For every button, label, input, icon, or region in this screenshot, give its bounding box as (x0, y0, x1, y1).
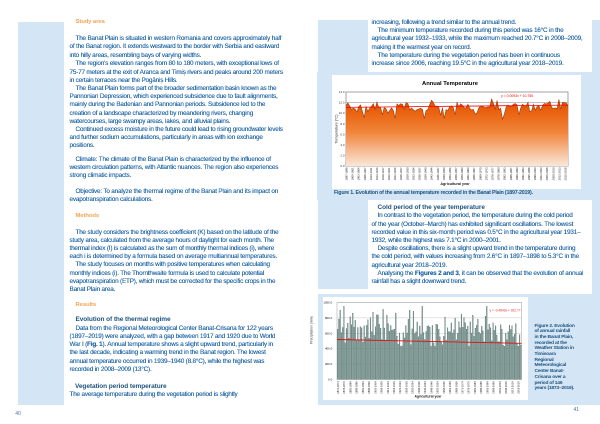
svg-text:1928-1929: 1928-1929 (405, 381, 409, 394)
svg-text:600.0: 600.0 (325, 331, 333, 335)
svg-text:1999-2000: 1999-2000 (533, 167, 537, 180)
svg-text:2005-2006: 2005-2006 (545, 167, 549, 180)
svg-text:1933-1934: 1933-1934 (411, 167, 415, 180)
svg-text:1989-1990: 1989-1990 (515, 167, 519, 180)
svg-text:1948-1949: 1948-1949 (429, 381, 433, 394)
svg-text:1953-1954: 1953-1954 (448, 167, 452, 180)
svg-text:1900-1901: 1900-1901 (351, 167, 355, 180)
svg-text:1969-1970: 1969-1970 (478, 167, 482, 180)
svg-text:1973-1974: 1973-1974 (461, 381, 465, 394)
svg-text:4.0: 4.0 (340, 143, 345, 147)
svg-text:Agricultural year: Agricultural year (415, 395, 443, 399)
svg-text:1982-1983: 1982-1983 (503, 167, 507, 180)
svg-text:2003-2004: 2003-2004 (498, 381, 502, 394)
svg-text:1959-1960: 1959-1960 (460, 167, 464, 180)
svg-text:1873-1874: 1873-1874 (336, 381, 340, 394)
svg-text:1933-1934: 1933-1934 (411, 381, 415, 394)
svg-text:1986-1987: 1986-1987 (509, 167, 513, 180)
svg-text:Agricultural year: Agricultural year (440, 182, 470, 186)
svg-text:2013-2014: 2013-2014 (510, 381, 514, 394)
svg-text:14.0: 14.0 (339, 90, 345, 94)
svg-text:1913-1914: 1913-1914 (375, 167, 379, 180)
svg-text:y = 0.0093x + 10.755: y = 0.0093x + 10.755 (501, 94, 533, 98)
svg-text:1883-1884: 1883-1884 (348, 381, 352, 394)
svg-text:1926-1927: 1926-1927 (399, 167, 403, 180)
svg-text:10.0: 10.0 (339, 111, 345, 115)
svg-text:1972-1973: 1972-1973 (484, 167, 488, 180)
svg-text:1913-1914: 1913-1914 (386, 381, 390, 394)
svg-text:200.0: 200.0 (325, 362, 333, 366)
svg-text:1923-1924: 1923-1924 (398, 381, 402, 394)
svg-text:1910-1911: 1910-1911 (369, 167, 373, 180)
svg-text:1938-1939: 1938-1939 (417, 381, 421, 394)
svg-text:8.0: 8.0 (340, 122, 345, 126)
svg-text:0.0: 0.0 (328, 377, 332, 381)
svg-text:1936-1937: 1936-1937 (418, 167, 422, 180)
svg-text:1906-1907: 1906-1907 (363, 167, 367, 180)
svg-text:1968-1969: 1968-1969 (454, 381, 458, 394)
svg-text:1976-1977: 1976-1977 (491, 167, 495, 180)
svg-text:2012-2013: 2012-2013 (557, 167, 561, 180)
svg-text:0.0: 0.0 (340, 164, 345, 168)
svg-text:1983-1984: 1983-1984 (473, 381, 477, 394)
svg-text:Annual Temperature: Annual Temperature (422, 81, 479, 87)
svg-text:1966-1967: 1966-1967 (472, 167, 476, 180)
svg-text:1953-1954: 1953-1954 (436, 381, 440, 394)
svg-text:1956-1957: 1956-1957 (454, 167, 458, 180)
svg-text:2018-2019: 2018-2019 (517, 381, 521, 394)
svg-text:800.0: 800.0 (325, 316, 333, 320)
svg-text:2015-2016: 2015-2016 (564, 167, 568, 180)
svg-text:1878-1879: 1878-1879 (342, 381, 346, 394)
svg-text:2.0: 2.0 (340, 154, 345, 158)
svg-text:1898-1899: 1898-1899 (367, 381, 371, 394)
svg-text:1992-1993: 1992-1993 (521, 167, 525, 180)
svg-text:1979-1980: 1979-1980 (497, 167, 501, 180)
svg-text:1893-1894: 1893-1894 (361, 381, 365, 394)
svg-text:1958-1959: 1958-1959 (442, 381, 446, 394)
svg-text:1963-1964: 1963-1964 (448, 381, 452, 394)
svg-text:2002-2003: 2002-2003 (539, 167, 543, 180)
svg-text:2009-2010: 2009-2010 (551, 167, 555, 180)
svg-text:1918-1919: 1918-1919 (392, 381, 396, 394)
svg-text:400.0: 400.0 (325, 347, 333, 351)
svg-text:1943-1944: 1943-1944 (430, 167, 434, 180)
svg-text:1897-1898: 1897-1898 (345, 167, 349, 180)
svg-text:y = -0.4843x + 922.77: y = -0.4843x + 922.77 (489, 309, 520, 313)
svg-text:1920-1921: 1920-1921 (387, 167, 391, 180)
svg-text:1923-1924: 1923-1924 (393, 167, 397, 180)
svg-text:1993-1994: 1993-1994 (485, 381, 489, 394)
svg-text:2008-2009: 2008-2009 (504, 381, 508, 394)
svg-text:1962-1963: 1962-1963 (466, 167, 470, 180)
svg-text:Precipitation (mm): Precipitation (mm) (310, 316, 314, 344)
svg-text:1000.0: 1000.0 (323, 301, 332, 305)
svg-text:1916-1917: 1916-1917 (381, 167, 385, 180)
svg-text:1949-1950: 1949-1950 (442, 167, 446, 180)
svg-text:1988-1989: 1988-1989 (479, 381, 483, 394)
svg-text:Temperature (*C): Temperature (*C) (335, 114, 339, 144)
svg-text:1998-1999: 1998-1999 (492, 381, 496, 394)
svg-text:1946-1947: 1946-1947 (436, 167, 440, 180)
svg-text:1978-1979: 1978-1979 (467, 381, 471, 394)
svg-text:1995-1996: 1995-1996 (527, 167, 531, 180)
svg-text:12.0: 12.0 (339, 101, 345, 105)
svg-text:1908-1909: 1908-1909 (380, 381, 384, 394)
svg-text:1943-1944: 1943-1944 (423, 381, 427, 394)
svg-text:6.0: 6.0 (340, 132, 345, 136)
svg-text:1888-1889: 1888-1889 (355, 381, 359, 394)
svg-text:1929-1930: 1929-1930 (405, 167, 409, 180)
svg-text:1903-1904: 1903-1904 (373, 381, 377, 394)
svg-text:1939-1940: 1939-1940 (424, 167, 428, 180)
svg-text:1903-1904: 1903-1904 (357, 167, 361, 180)
